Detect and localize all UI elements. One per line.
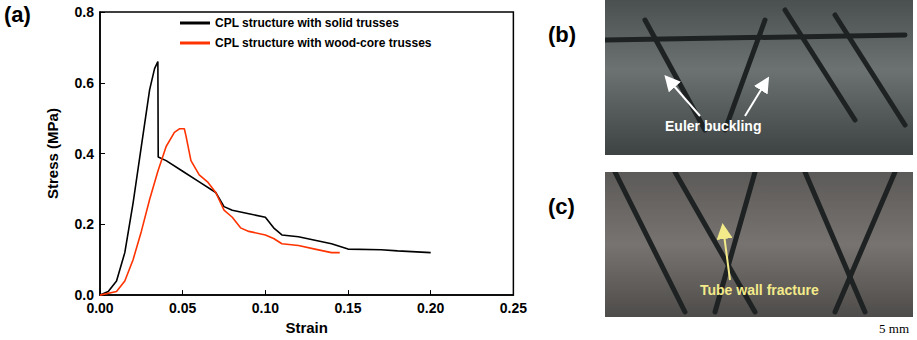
svg-text:CPL structure with solid truss: CPL structure with solid trusses <box>215 16 399 30</box>
html-text:(c): (c) <box>548 194 575 219</box>
html-text:Tube wall fracture: Tube wall fracture <box>700 282 819 298</box>
svg-text:0.2: 0.2 <box>75 216 95 232</box>
svg-text:0.05: 0.05 <box>169 300 196 316</box>
svg-text:0.8: 0.8 <box>75 4 95 20</box>
svg-text:Stress (MPa): Stress (MPa) <box>44 108 61 199</box>
svg-text:0.10: 0.10 <box>252 300 279 316</box>
html-text:5 mm: 5 mm <box>879 321 909 336</box>
svg-text:0.20: 0.20 <box>417 300 444 316</box>
svg-text:0.15: 0.15 <box>334 300 361 316</box>
svg-text:Strain: Strain <box>285 319 328 336</box>
svg-text:0.25: 0.25 <box>500 300 527 316</box>
svg-text:0.6: 0.6 <box>75 75 95 91</box>
html-text:Euler buckling: Euler buckling <box>665 118 762 134</box>
svg-text:0.4: 0.4 <box>75 146 95 162</box>
html-text:(a): (a) <box>4 2 31 27</box>
svg-text:0.0: 0.0 <box>74 287 94 304</box>
html-text:(b): (b) <box>548 22 577 47</box>
svg-text:CPL structure with wood-core t: CPL structure with wood-core trusses <box>215 36 432 50</box>
svg-text:0.00: 0.00 <box>86 300 113 316</box>
